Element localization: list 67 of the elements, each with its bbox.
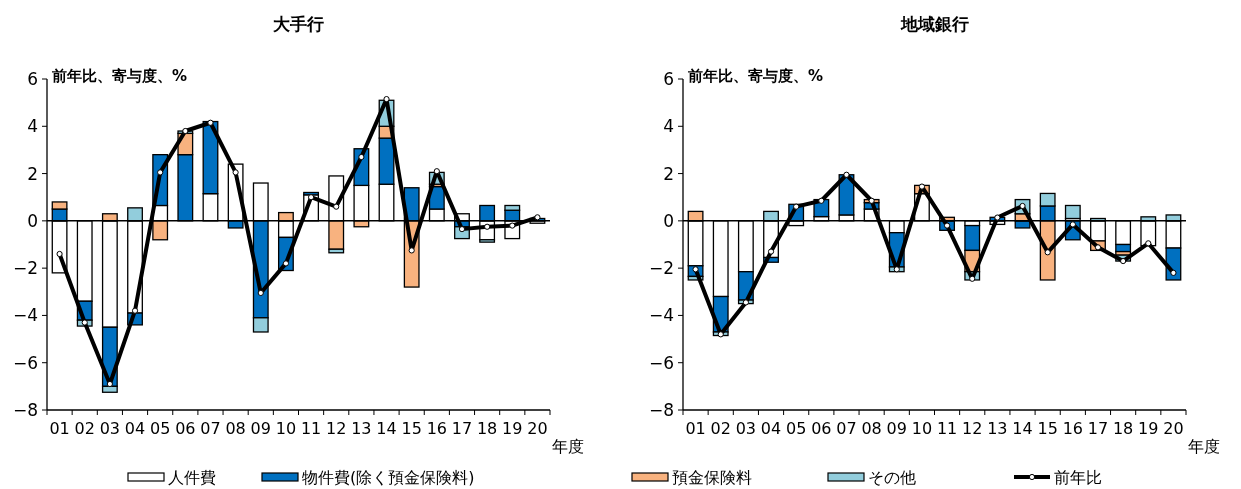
x-tick-label: 09 — [886, 419, 907, 438]
x-tick-label: 07 — [200, 419, 221, 438]
x-tick-label: 12 — [962, 419, 983, 438]
x-tick-label: 04 — [124, 419, 146, 438]
y-tick-label: −6 — [648, 352, 674, 373]
x-tick-label: 09 — [250, 419, 271, 438]
x-tick-label: 14 — [1012, 419, 1033, 438]
y-tick-label: −6 — [12, 352, 38, 373]
chart-title: 地域銀行 — [899, 14, 969, 34]
y-tick-label: −8 — [648, 399, 674, 420]
y-tick-label: 6 — [663, 68, 674, 89]
x-tick-label: 13 — [987, 419, 1008, 438]
x-tick-label: 15 — [1037, 419, 1058, 438]
x-tick-label: 01 — [685, 419, 706, 438]
x-tick-label: 17 — [1087, 419, 1109, 438]
x-tick-label: 16 — [426, 419, 447, 438]
legend-label: 物件費(除く預金保険料) — [302, 467, 475, 487]
x-tick-label: 12 — [326, 419, 347, 438]
x-tick-label: 02 — [74, 419, 95, 438]
x-axis-title: 年度 — [552, 437, 584, 456]
x-tick-label: 04 — [760, 419, 782, 438]
x-tick-label: 11 — [936, 419, 958, 438]
chart-title: 大手行 — [273, 14, 324, 34]
x-tick-label: 06 — [811, 419, 832, 438]
x-tick-label: 13 — [351, 419, 372, 438]
x-tick-label: 20 — [527, 419, 548, 438]
y-tick-label: 2 — [663, 163, 674, 184]
x-tick-label: 11 — [300, 419, 322, 438]
y-tick-label: 0 — [27, 210, 38, 231]
x-tick-label: 06 — [175, 419, 196, 438]
y-tick-label: 6 — [27, 68, 38, 89]
x-tick-label: 17 — [451, 419, 473, 438]
x-tick-label: 08 — [861, 419, 882, 438]
y-tick-label: −8 — [12, 399, 38, 420]
x-tick-label: 18 — [1112, 419, 1134, 438]
x-tick-label: 05 — [150, 419, 171, 438]
x-tick-label: 01 — [49, 419, 70, 438]
y-tick-label: 4 — [663, 116, 674, 137]
x-tick-label: 03 — [99, 419, 121, 438]
x-tick-label: 10 — [275, 419, 297, 438]
x-tick-label: 20 — [1163, 419, 1184, 438]
x-tick-label: 18 — [476, 419, 498, 438]
y-tick-label: 2 — [27, 163, 38, 184]
x-tick-label: 05 — [786, 419, 807, 438]
legend-label: 人件費 — [168, 467, 216, 487]
x-tick-label: 19 — [1138, 419, 1159, 438]
y-tick-label: −2 — [648, 258, 674, 279]
x-tick-label: 02 — [710, 419, 731, 438]
x-tick-label: 19 — [502, 419, 523, 438]
x-tick-label: 07 — [836, 419, 857, 438]
y-tick-label: 4 — [27, 116, 38, 137]
legend-label: 預金保険料 — [672, 467, 752, 487]
x-tick-label: 16 — [1062, 419, 1083, 438]
legend-label: 前年比 — [1054, 467, 1102, 487]
y-tick-label: −4 — [648, 305, 674, 326]
y-tick-label: −4 — [12, 305, 38, 326]
x-tick-label: 08 — [225, 419, 246, 438]
x-tick-label: 14 — [376, 419, 397, 438]
y-axis-title: 前年比、寄与度、% — [687, 67, 824, 85]
y-tick-label: −2 — [12, 258, 38, 279]
y-tick-label: 0 — [663, 210, 674, 231]
y-axis-title: 前年比、寄与度、% — [51, 67, 188, 85]
legend-label: その他 — [868, 467, 916, 487]
x-tick-label: 03 — [735, 419, 757, 438]
x-tick-label: 10 — [911, 419, 933, 438]
x-axis-title: 年度 — [1188, 437, 1220, 456]
x-tick-label: 15 — [401, 419, 422, 438]
